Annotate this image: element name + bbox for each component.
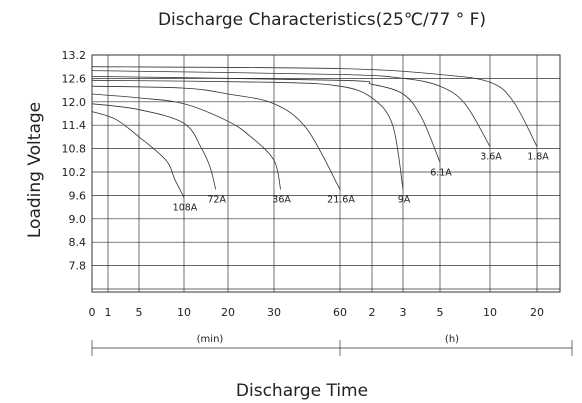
x-tick-label: 10 xyxy=(177,306,191,319)
y-tick-label: 12.0 xyxy=(62,96,87,109)
y-tick-label: 11.4 xyxy=(62,119,87,132)
curve-36a xyxy=(91,93,281,190)
x-tick-label: 3 xyxy=(400,306,407,319)
x-tick-label: 60 xyxy=(333,306,347,319)
discharge-curves xyxy=(91,66,538,198)
x-tick-label: 0 xyxy=(89,306,96,319)
y-tick-label: 9.0 xyxy=(69,213,87,226)
x-tick-label: 2 xyxy=(369,306,376,319)
curve-1-8a xyxy=(91,66,538,147)
x-tick-label: 1 xyxy=(105,306,112,319)
hours-unit-label: (h) xyxy=(445,334,459,345)
x-tick-label: 10 xyxy=(483,306,497,319)
y-tick-label: 13.2 xyxy=(62,49,87,62)
curve-label-3-6a: 3.6A xyxy=(480,152,502,163)
time-scale-bracket: (min) (h) xyxy=(91,334,573,356)
plot-frame xyxy=(91,54,561,293)
x-tick-label: 5 xyxy=(437,306,444,319)
curve-9a xyxy=(91,79,404,190)
curve-label-9a: 9A xyxy=(398,195,411,206)
curve-label-72a: 72A xyxy=(207,195,226,206)
grid xyxy=(91,54,561,292)
y-tick-label: 12.6 xyxy=(62,72,87,85)
curve-label-108a: 108A xyxy=(173,202,198,213)
curve-21-6a xyxy=(91,85,341,190)
curve-labels: 108A 72A 36A 21.6A 9A 6.1A 3.6A 1.8A xyxy=(173,152,550,214)
curve-72a xyxy=(91,103,217,190)
x-tick-label: 20 xyxy=(530,306,544,319)
x-tick-label: 30 xyxy=(267,306,281,319)
curve-label-6-1a: 6.1A xyxy=(430,167,452,178)
minutes-unit-label: (min) xyxy=(197,334,224,345)
x-axis-label: Discharge Time xyxy=(236,381,368,401)
curve-108a xyxy=(91,111,185,198)
curve-label-1-8a: 1.8A xyxy=(527,152,549,163)
x-tick-labels: 0 1 5 10 20 30 60 2 3 5 10 20 xyxy=(89,306,545,319)
y-tick-label: 10.2 xyxy=(62,166,87,179)
curve-3-6a xyxy=(91,70,491,147)
y-tick-label: 9.6 xyxy=(69,189,87,202)
curve-label-21-6a: 21.6A xyxy=(327,195,355,206)
y-tick-label: 10.8 xyxy=(62,143,87,156)
y-tick-label: 7.8 xyxy=(69,260,87,273)
y-tick-labels: 13.2 12.6 12.0 11.4 10.8 10.2 9.6 9.0 8.4 7.8 xyxy=(62,49,87,273)
curve-6-1a xyxy=(91,76,441,163)
x-tick-label: 20 xyxy=(221,306,235,319)
chart-title: Discharge Characteristics(25℃/77 ° F) xyxy=(158,10,486,30)
x-tick-label: 5 xyxy=(136,306,143,319)
curve-label-36a: 36A xyxy=(272,195,291,206)
y-tick-label: 8.4 xyxy=(69,236,87,249)
y-axis-label: Loading Voltage xyxy=(25,102,45,238)
